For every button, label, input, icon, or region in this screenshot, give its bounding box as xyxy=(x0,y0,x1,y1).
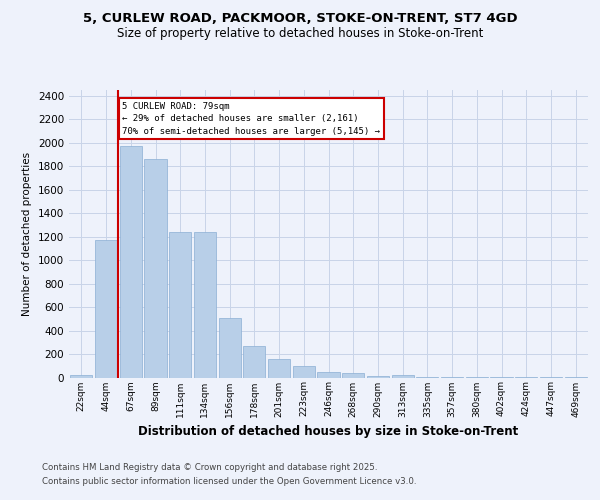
Text: 5 CURLEW ROAD: 79sqm
← 29% of detached houses are smaller (2,161)
70% of semi-de: 5 CURLEW ROAD: 79sqm ← 29% of detached h… xyxy=(122,102,380,136)
Bar xyxy=(466,377,488,378)
Bar xyxy=(392,375,414,378)
Bar xyxy=(490,377,512,378)
Bar xyxy=(293,366,315,378)
Bar xyxy=(342,373,364,378)
Bar xyxy=(169,232,191,378)
Bar xyxy=(441,377,463,378)
Bar xyxy=(317,372,340,378)
Bar xyxy=(243,346,265,378)
Y-axis label: Number of detached properties: Number of detached properties xyxy=(22,152,32,316)
Text: 5, CURLEW ROAD, PACKMOOR, STOKE-ON-TRENT, ST7 4GD: 5, CURLEW ROAD, PACKMOOR, STOKE-ON-TRENT… xyxy=(83,12,517,26)
Bar xyxy=(145,159,167,378)
Bar xyxy=(367,376,389,378)
Bar xyxy=(95,240,117,378)
Bar xyxy=(119,146,142,378)
Bar xyxy=(194,232,216,378)
X-axis label: Distribution of detached houses by size in Stoke-on-Trent: Distribution of detached houses by size … xyxy=(139,425,518,438)
Bar xyxy=(218,318,241,378)
Text: Contains public sector information licensed under the Open Government Licence v3: Contains public sector information licen… xyxy=(42,477,416,486)
Bar xyxy=(70,374,92,378)
Text: Contains HM Land Registry data © Crown copyright and database right 2025.: Contains HM Land Registry data © Crown c… xyxy=(42,464,377,472)
Bar xyxy=(416,377,439,378)
Text: Size of property relative to detached houses in Stoke-on-Trent: Size of property relative to detached ho… xyxy=(117,28,483,40)
Bar xyxy=(268,360,290,378)
